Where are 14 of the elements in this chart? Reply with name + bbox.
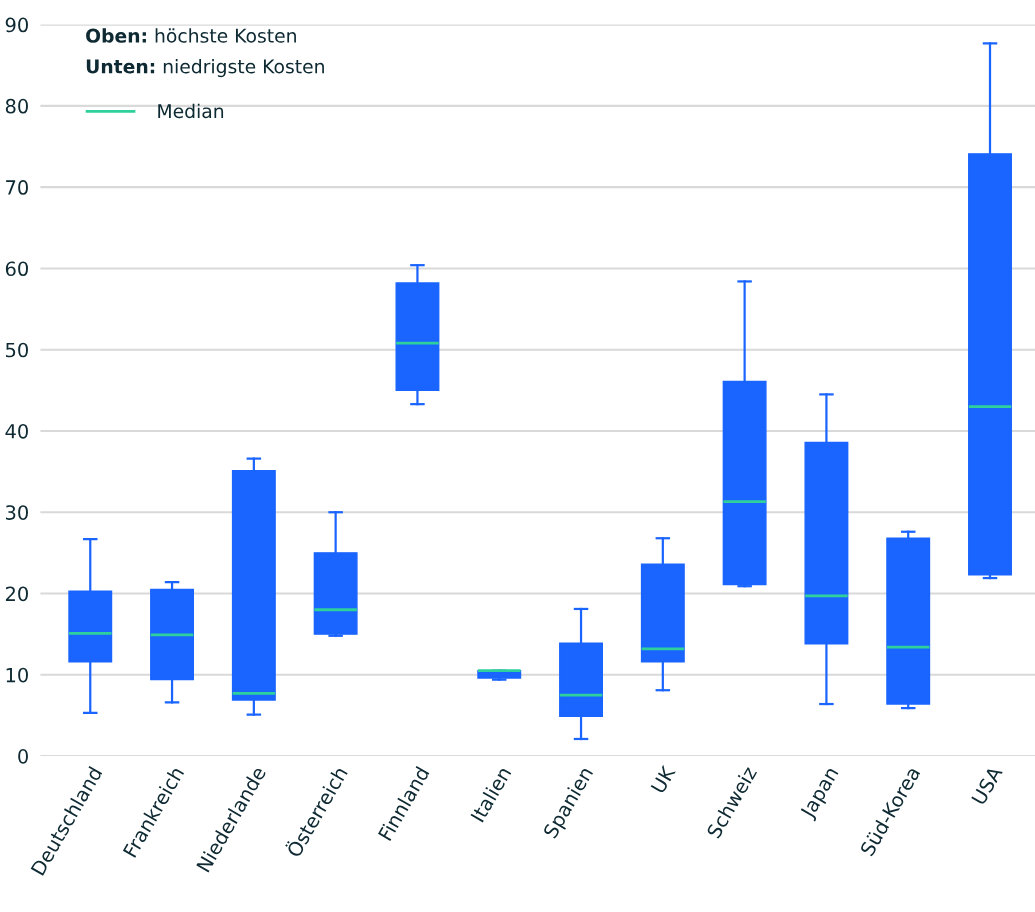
y-tick-label: 50: [6, 342, 28, 358]
y-tick-label: 90: [5, 17, 28, 33]
y-tick-label: 60: [5, 261, 28, 277]
y-tick-label: 20: [5, 586, 28, 602]
y-tick-label: 70: [6, 180, 28, 195]
annotation: Unten: niedrigste Kosten: [86, 59, 324, 78]
y-tick-label: 0: [18, 749, 28, 764]
y-tick-label: 40: [5, 423, 28, 439]
y-tick-label: 10: [6, 667, 28, 683]
y-tick-label: 30: [5, 505, 28, 520]
annotation: Oben: höchste Kosten: [86, 28, 296, 43]
x-tick-label: UK: [650, 764, 677, 794]
text: Median: [158, 103, 224, 119]
y-tick-label: 80: [5, 98, 28, 114]
